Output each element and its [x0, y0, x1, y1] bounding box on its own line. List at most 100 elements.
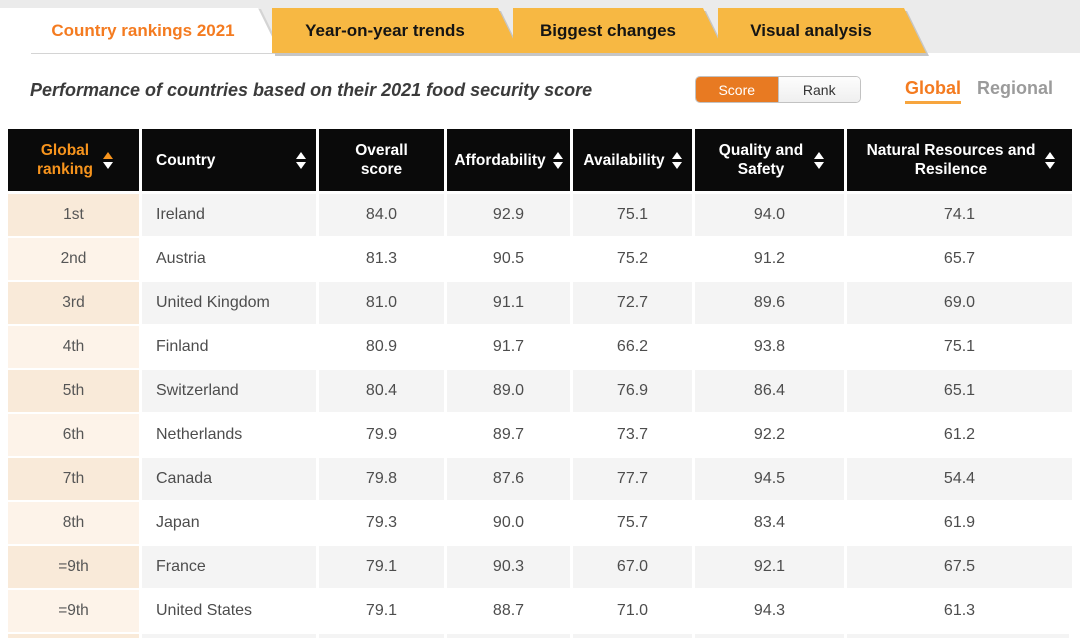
cell-affordability: 90.5: [447, 238, 573, 280]
tab-visual-analysis[interactable]: Visual analysis: [718, 8, 926, 53]
cell-quality: 93.8: [695, 326, 847, 368]
cell-rank: 3rd: [8, 282, 142, 324]
cell-natural: 61.2: [847, 414, 1072, 456]
cell-natural: 61.9: [847, 502, 1072, 544]
sort-arrows: [103, 151, 113, 169]
cell-availability: 67.0: [573, 546, 695, 588]
cell-natural: [847, 634, 1072, 638]
cell-quality: 91.2: [695, 238, 847, 280]
cell-availability: 66.2: [573, 326, 695, 368]
tab-face: Biggest changes: [513, 8, 725, 53]
cell-quality: 86.4: [695, 370, 847, 412]
column-header-label: Natural Resources and Resilence: [866, 142, 1036, 178]
table-row: =9th France 79.1 90.3 67.0 92.1 67.5: [8, 546, 1072, 590]
tab-label: Biggest changes: [539, 20, 677, 40]
sort-descending-icon[interactable]: [296, 161, 306, 169]
cell-affordability: 89.7: [447, 414, 573, 456]
cell-affordability: 90.3: [447, 546, 573, 588]
table-row: =9th United States 79.1 88.7 71.0 94.3 61.3: [8, 590, 1072, 634]
column-header-overall-score: Overall score: [319, 129, 447, 191]
cell-affordability: 87.6: [447, 458, 573, 500]
sort-ascending-icon[interactable]: [296, 151, 306, 159]
cell-natural: 75.1: [847, 326, 1072, 368]
sort-ascending-icon[interactable]: [671, 151, 682, 159]
sort-ascending-icon[interactable]: [103, 151, 113, 159]
cell-country: Austria: [142, 238, 319, 280]
tab-country-rankings-2021[interactable]: Country rankings 2021: [28, 8, 280, 53]
table-row: 8th Japan 79.3 90.0 75.7 83.4 61.9: [8, 502, 1072, 546]
sort-arrows: [814, 151, 824, 169]
cell-rank: =9th: [8, 546, 142, 588]
cell-availability: 71.0: [573, 590, 695, 632]
rank-toggle-option[interactable]: Rank: [777, 77, 860, 102]
sort-arrows: [1045, 151, 1055, 169]
cell-overall: 80.4: [319, 370, 447, 412]
column-header-global-ranking[interactable]: Global ranking: [8, 129, 142, 191]
cell-natural: 67.5: [847, 546, 1072, 588]
cell-quality: [695, 634, 847, 638]
column-header-label: Overall score: [355, 142, 408, 178]
table-row: 2nd Austria 81.3 90.5 75.2 91.2 65.7: [8, 238, 1072, 282]
cell-rank: 5th: [8, 370, 142, 412]
cell-overall: 81.3: [319, 238, 447, 280]
cell-availability: 75.1: [573, 194, 695, 236]
cell-affordability: 90.0: [447, 502, 573, 544]
page-title: Performance of countries based on their …: [30, 80, 593, 100]
cell-availability: 73.7: [573, 414, 695, 456]
cell-overall: 84.0: [319, 194, 447, 236]
table-row: 6th Netherlands 79.9 89.7 73.7 92.2 61.2: [8, 414, 1072, 458]
sort-descending-icon[interactable]: [671, 161, 682, 169]
cell-country: Japan: [142, 502, 319, 544]
table-header-row: Global ranking Country Overall score Afford…: [8, 129, 1072, 194]
cell-country: Netherlands: [142, 414, 319, 456]
column-header-quality-and-safety[interactable]: Quality and Safety: [695, 129, 847, 191]
cell-availability: 72.7: [573, 282, 695, 324]
cell-rank: 1st: [8, 194, 142, 236]
column-header-affordability[interactable]: Affordability: [447, 129, 573, 191]
cell-natural: 65.1: [847, 370, 1072, 412]
column-header-availability[interactable]: Availability: [573, 129, 695, 191]
cell-natural: 65.7: [847, 238, 1072, 280]
score-toggle-option[interactable]: Score: [696, 77, 778, 102]
scope-option-regional[interactable]: Regional: [977, 78, 1054, 98]
scope-option-global[interactable]: Global: [905, 78, 962, 104]
scope-switch: Global Regional: [905, 78, 1053, 104]
sort-descending-icon[interactable]: [552, 161, 563, 169]
table-row: 1st Ireland 84.0 92.9 75.1 94.0 74.1: [8, 194, 1072, 238]
cell-overall: 81.0: [319, 282, 447, 324]
cell-natural: 69.0: [847, 282, 1072, 324]
tab-year-on-year-trends[interactable]: Year-on-year trends: [272, 8, 520, 53]
cell-rank: 4th: [8, 326, 142, 368]
cell-quality: 83.4: [695, 502, 847, 544]
cell-rank: 2nd: [8, 238, 142, 280]
tab-biggest-changes[interactable]: Biggest changes: [513, 8, 725, 53]
sort-descending-icon[interactable]: [1045, 161, 1055, 169]
tab-face: Visual analysis: [718, 8, 926, 53]
column-header-country[interactable]: Country: [142, 129, 319, 191]
cell-natural: 54.4: [847, 458, 1072, 500]
cell-natural: 74.1: [847, 194, 1072, 236]
sort-arrows: [296, 151, 306, 169]
sort-ascending-icon[interactable]: [1045, 151, 1055, 159]
table-body: 1st Ireland 84.0 92.9 75.1 94.0 74.1 2nd Austria…: [8, 194, 1072, 638]
cell-rank: 7th: [8, 458, 142, 500]
sort-arrows: [552, 151, 563, 169]
cell-availability: 75.7: [573, 502, 695, 544]
cell-quality: 89.6: [695, 282, 847, 324]
sort-descending-icon[interactable]: [814, 161, 824, 169]
sort-descending-icon[interactable]: [103, 161, 113, 169]
table-row-partial: [8, 634, 1072, 638]
sort-ascending-icon[interactable]: [552, 151, 563, 159]
cell-country: Finland: [142, 326, 319, 368]
cell-country: Switzerland: [142, 370, 319, 412]
column-header-label: Affordability: [454, 151, 546, 169]
column-header-natural-resources-and-resilence[interactable]: Natural Resources and Resilence: [847, 129, 1072, 191]
table-row: 7th Canada 79.8 87.6 77.7 94.5 54.4: [8, 458, 1072, 502]
cell-affordability: [447, 634, 573, 638]
column-header-label: Country: [156, 151, 216, 169]
cell-country: Canada: [142, 458, 319, 500]
cell-affordability: 88.7: [447, 590, 573, 632]
cell-country: [142, 634, 319, 638]
sort-ascending-icon[interactable]: [814, 151, 824, 159]
cell-quality: 94.0: [695, 194, 847, 236]
